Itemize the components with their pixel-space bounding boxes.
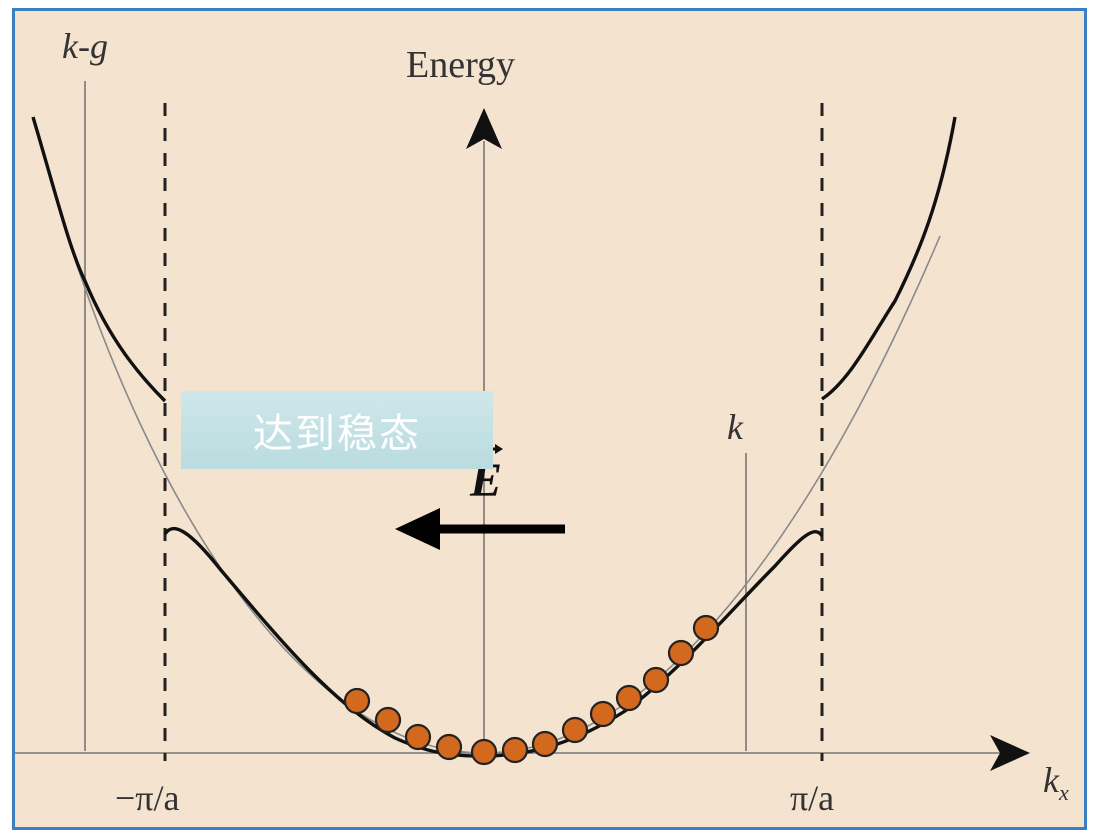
kg-label: k-g [62,26,108,66]
band-diagram [15,81,1030,771]
electron [642,666,670,694]
electron [435,733,463,761]
kx-axis-arrowhead [990,735,1030,771]
neg-pi-a-label: −π/a [115,778,180,818]
electron [615,684,643,712]
electron [589,700,617,728]
energy-axis-arrowhead [466,108,502,149]
kx-label-base: k [1043,760,1059,800]
electron [667,639,695,667]
electron [404,723,432,751]
lower-band-curve [163,526,824,758]
k-label: k [727,407,743,447]
overlay-text: 达到稳态 [253,411,421,457]
electron [470,738,498,766]
upper-band-left-curve [31,116,167,403]
kx-label-sub: x [1058,780,1069,806]
electron [374,706,402,734]
electron [561,716,589,744]
electron [531,730,559,758]
kx-axis-label: kx [1043,759,1069,806]
field-arrow-head [395,508,440,550]
diagram-frame: k-g Energy k −π/a π/a kx E 达到稳态 [12,8,1087,830]
upper-band-right-curve [821,116,957,401]
steady-state-overlay: 达到稳态 [181,391,493,469]
energy-axis-label: Energy [406,44,516,86]
electron [501,736,529,764]
electron [692,614,720,642]
e-vector-tip [495,444,503,454]
electron [343,687,371,715]
pos-pi-a-label: π/a [790,778,835,818]
